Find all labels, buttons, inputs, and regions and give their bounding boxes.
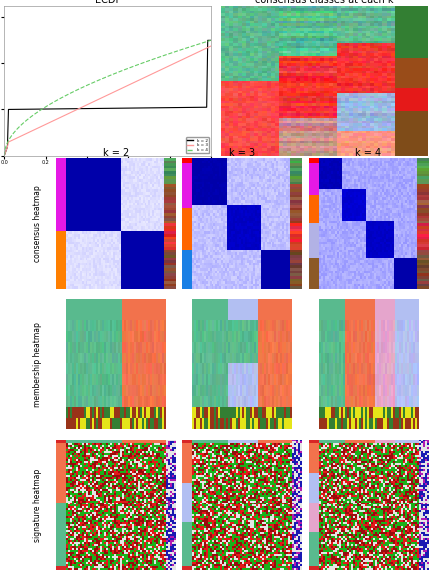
Title: k = 2: k = 2 xyxy=(102,147,129,158)
Text: signature heatmap: signature heatmap xyxy=(33,468,42,541)
Title: k = 4: k = 4 xyxy=(355,147,381,158)
X-axis label: consensus value [a]: consensus value [a] xyxy=(80,166,135,171)
Title: k = 3: k = 3 xyxy=(229,147,255,158)
Legend: k = 2, k = 3, k = 4: k = 2, k = 3, k = 4 xyxy=(186,137,209,153)
Text: consensus heatmap: consensus heatmap xyxy=(33,185,42,262)
Text: membership heatmap: membership heatmap xyxy=(33,322,42,407)
Title: consensus classes at each k: consensus classes at each k xyxy=(255,0,394,5)
Title: ECDF: ECDF xyxy=(95,0,121,5)
